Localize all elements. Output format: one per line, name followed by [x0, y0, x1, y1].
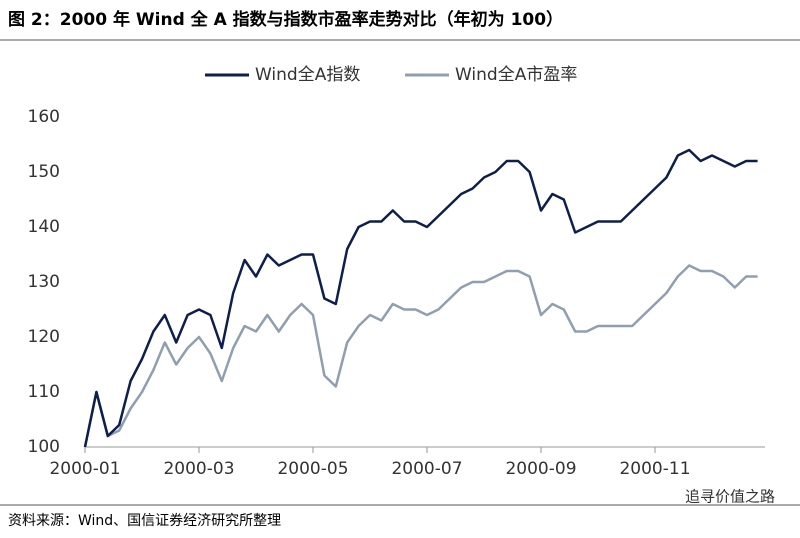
x-tick-label: 2000-01	[49, 459, 120, 479]
series-line	[83, 148, 758, 448]
y-tick-label: 100	[28, 437, 60, 457]
x-tick-label: 2000-03	[163, 459, 234, 479]
y-tick-label: 150	[28, 162, 60, 182]
y-tick-label: 110	[28, 382, 60, 402]
x-tick-label: 2000-11	[619, 459, 690, 479]
chart-title: 图 2：2000 年 Wind 全 A 指数与指数市盈率走势对比（年初为 100…	[8, 9, 563, 30]
y-tick-label: 130	[28, 272, 60, 292]
legend-label: Wind全A指数	[255, 65, 360, 85]
source-note: 资料来源：Wind、国信证券经济研究所整理	[8, 513, 281, 529]
y-tick-label: 160	[28, 107, 60, 127]
y-tick-label: 120	[28, 327, 60, 347]
x-tick-label: 2000-07	[391, 459, 462, 479]
x-tick-label: 2000-05	[277, 459, 348, 479]
x-tick-label: 2000-09	[505, 459, 576, 479]
y-tick-label: 140	[28, 217, 60, 237]
series-line	[83, 264, 758, 448]
legend-label: Wind全A市盈率	[455, 65, 577, 85]
watermark: 追寻价值之路	[685, 488, 775, 506]
